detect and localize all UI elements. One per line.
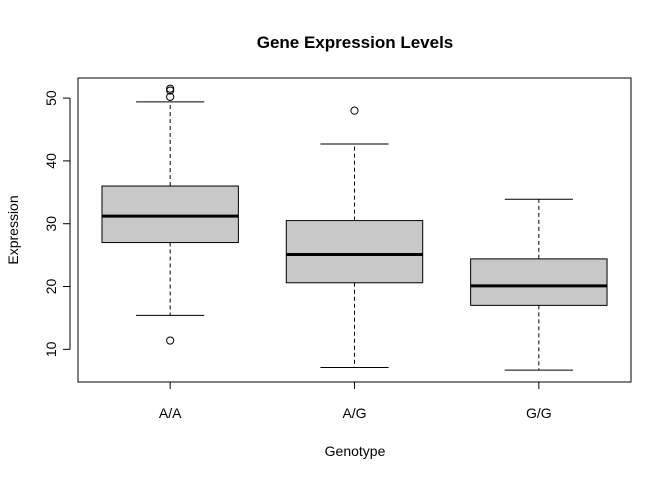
y-tick-label: 20: [43, 279, 59, 295]
outlier-point-a-g: [350, 106, 359, 115]
box-a-a: [101, 185, 239, 244]
chart-marks: [101, 84, 608, 371]
chart-title: Gene Expression Levels: [257, 33, 454, 52]
x-axis-label: Genotype: [325, 443, 386, 459]
y-axis-label: Expression: [5, 195, 21, 264]
box-g-g: [470, 258, 608, 306]
y-tick-label: 50: [43, 90, 59, 106]
x-tick-label: G/G: [526, 405, 552, 421]
outlier-point-a-a: [166, 336, 175, 345]
x-tick-label: A/G: [342, 405, 366, 421]
outlier-point-a-a: [166, 92, 175, 101]
y-axis: 10 20 30 40 50: [43, 90, 71, 357]
box-a-g: [285, 220, 424, 284]
y-tick-label: 40: [43, 153, 59, 169]
x-axis: A/A A/G G/G: [159, 381, 552, 421]
y-tick-label: 30: [43, 216, 59, 232]
y-tick-label: 10: [43, 341, 59, 357]
outlier-point-a-a: [166, 84, 175, 93]
x-tick-label: A/A: [159, 405, 182, 421]
